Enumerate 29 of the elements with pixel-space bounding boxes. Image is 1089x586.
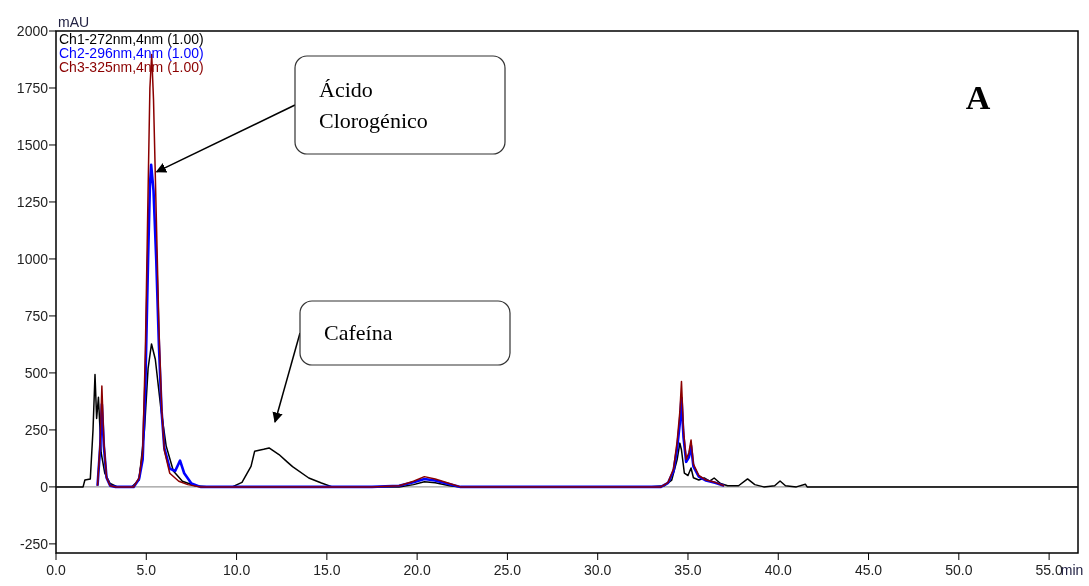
text: Ch2-296nm,4nm (1.00) — [59, 45, 204, 61]
y-tick-label: 1250 — [16, 193, 49, 210]
y-tick-label: 2000 — [16, 23, 49, 39]
y-tick-label: 1750 — [16, 79, 49, 96]
annotation: Ácido Clorogénico — [319, 77, 428, 133]
annotation: A — [965, 79, 991, 116]
y-tick-label: 750 — [24, 307, 49, 324]
x-tick-label: 50.0 — [945, 562, 973, 578]
x-tick-label: 35.0 — [674, 562, 702, 578]
y-tick-label: 0 — [40, 478, 49, 495]
x-tick-label: 45.0 — [854, 562, 883, 578]
y-tick-label: -250 — [19, 535, 49, 552]
annotation: Cafeína — [324, 320, 393, 345]
x-axis-title: min — [1060, 562, 1084, 578]
y-tick-label: 500 — [24, 364, 49, 381]
y-tick-label: 1000 — [16, 250, 49, 267]
x-tick-label: 55.0 — [1035, 562, 1063, 578]
y-tick-label: 250 — [24, 421, 49, 438]
text: Ch1-272nm,4nm (1.00) — [59, 31, 204, 47]
y-axis-title: mAU — [58, 14, 90, 30]
x-tick-label: 20.0 — [403, 562, 431, 578]
y-tick-label: 1500 — [16, 136, 49, 153]
x-tick-label: 30.0 — [584, 562, 612, 578]
x-tick-label: 0.0 — [46, 562, 66, 578]
x-tick-label: 40.0 — [764, 562, 793, 578]
x-tick-label: 15.0 — [313, 562, 341, 578]
x-tick-label: 25.0 — [493, 562, 522, 578]
x-tick-label: 5.0 — [136, 562, 157, 578]
x-tick-label: 10.0 — [222, 562, 251, 578]
